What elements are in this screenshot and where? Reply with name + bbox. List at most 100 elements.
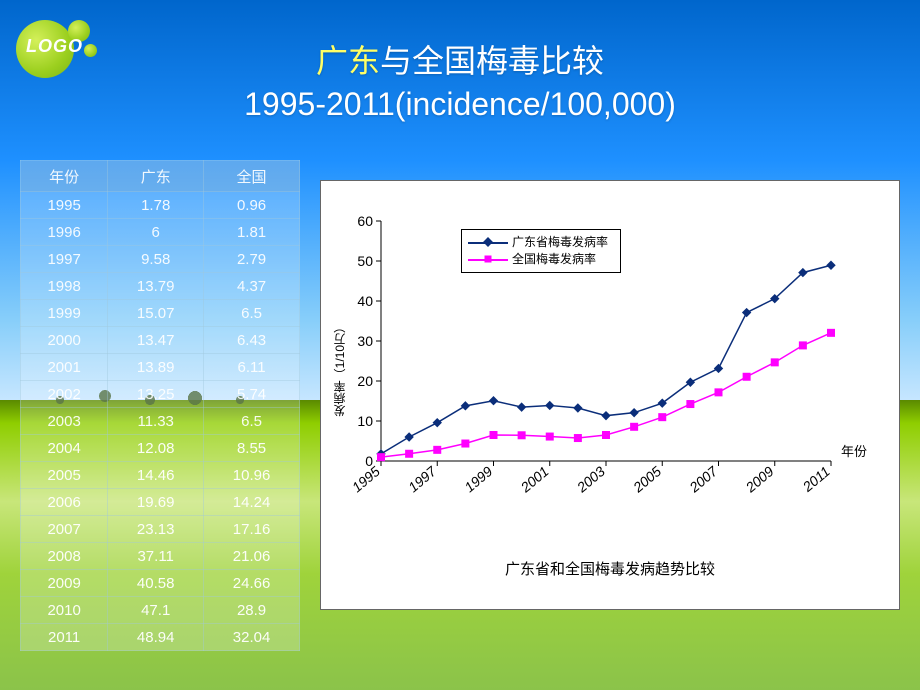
svg-text:60: 60: [357, 213, 373, 229]
svg-text:2003: 2003: [573, 463, 608, 496]
table-header: 年份: [21, 161, 108, 192]
table-row: 199813.794.37: [21, 273, 300, 300]
table-cell: 10.96: [204, 462, 300, 489]
table-header: 广东: [108, 161, 204, 192]
table-cell: 2010: [21, 597, 108, 624]
svg-text:2011: 2011: [799, 463, 833, 495]
table-cell: 40.58: [108, 570, 204, 597]
table-row: 200723.1317.16: [21, 516, 300, 543]
table-cell: 21.06: [204, 543, 300, 570]
table-cell: 6.5: [204, 300, 300, 327]
title-line2: 1995-2011(incidence/100,000): [244, 86, 676, 122]
svg-text:1997: 1997: [405, 462, 440, 495]
table-cell: 2011: [21, 624, 108, 651]
table-cell: 17.16: [204, 516, 300, 543]
table-cell: 1.81: [204, 219, 300, 246]
table-cell: 1998: [21, 273, 108, 300]
table-cell: 2001: [21, 354, 108, 381]
table-cell: 37.11: [108, 543, 204, 570]
svg-text:10: 10: [357, 413, 373, 429]
table-row: 200311.336.5: [21, 408, 300, 435]
table-row: 200619.6914.24: [21, 489, 300, 516]
table-row: 200113.896.11: [21, 354, 300, 381]
table-cell: 1995: [21, 192, 108, 219]
table-cell: 13.89: [108, 354, 204, 381]
table-row: 201047.128.9: [21, 597, 300, 624]
table-cell: 48.94: [108, 624, 204, 651]
table-row: 201148.9432.04: [21, 624, 300, 651]
table-row: 200412.088.55: [21, 435, 300, 462]
table-cell: 14.46: [108, 462, 204, 489]
table-row: 199915.076.5: [21, 300, 300, 327]
table-cell: 2000: [21, 327, 108, 354]
table-cell: 2009: [21, 570, 108, 597]
table-cell: 15.07: [108, 300, 204, 327]
table-row: 200013.476.43: [21, 327, 300, 354]
chart-legend: 广东省梅毒发病率 全国梅毒发病率: [461, 229, 621, 273]
svg-text:20: 20: [357, 373, 373, 389]
table-row: 200213.255.74: [21, 381, 300, 408]
chart-caption: 广东省和全国梅毒发病趋势比较: [331, 558, 889, 579]
table-cell: 1996: [21, 219, 108, 246]
table-cell: 28.9: [204, 597, 300, 624]
table-cell: 0.96: [204, 192, 300, 219]
table-cell: 2007: [21, 516, 108, 543]
svg-text:1999: 1999: [461, 463, 495, 495]
legend-label-national: 全国梅毒发病率: [512, 251, 596, 268]
table-cell: 47.1: [108, 597, 204, 624]
svg-text:2007: 2007: [686, 462, 722, 496]
svg-text:40: 40: [357, 293, 373, 309]
legend-swatch-national: [468, 254, 508, 264]
title-highlight: 广东: [316, 43, 380, 79]
table-cell: 1999: [21, 300, 108, 327]
table-cell: 24.66: [204, 570, 300, 597]
chart-panel: 发病率（1/10万） 年份 广东省梅毒发病率 全国梅毒发病率 010203040…: [320, 180, 900, 610]
svg-text:50: 50: [357, 253, 373, 269]
table-row: 200837.1121.06: [21, 543, 300, 570]
table-cell: 19.69: [108, 489, 204, 516]
legend-swatch-guangdong: [468, 237, 508, 247]
table-row: 200514.4610.96: [21, 462, 300, 489]
table-cell: 23.13: [108, 516, 204, 543]
table-cell: 14.24: [204, 489, 300, 516]
table-cell: 5.74: [204, 381, 300, 408]
table-cell: 2008: [21, 543, 108, 570]
table-cell: 2005: [21, 462, 108, 489]
table-cell: 2.79: [204, 246, 300, 273]
svg-text:30: 30: [357, 333, 373, 349]
slide-title: 广东与全国梅毒比较 1995-2011(incidence/100,000): [0, 40, 920, 126]
svg-text:2009: 2009: [742, 463, 777, 496]
table-cell: 12.08: [108, 435, 204, 462]
table-cell: 2004: [21, 435, 108, 462]
table-cell: 13.79: [108, 273, 204, 300]
table-cell: 6.43: [204, 327, 300, 354]
title-rest: 与全国梅毒比较: [380, 43, 604, 79]
table-cell: 1997: [21, 246, 108, 273]
table-cell: 2002: [21, 381, 108, 408]
table-row: 200940.5824.66: [21, 570, 300, 597]
table-cell: 11.33: [108, 408, 204, 435]
table-cell: 6.11: [204, 354, 300, 381]
table-row: 19951.780.96: [21, 192, 300, 219]
table-cell: 13.25: [108, 381, 204, 408]
table-cell: 6.5: [204, 408, 300, 435]
table-cell: 4.37: [204, 273, 300, 300]
table-header: 全国: [204, 161, 300, 192]
table-cell: 2006: [21, 489, 108, 516]
svg-text:2001: 2001: [517, 463, 552, 496]
svg-text:2005: 2005: [629, 463, 664, 496]
table-cell: 2003: [21, 408, 108, 435]
table-cell: 32.04: [204, 624, 300, 651]
legend-label-guangdong: 广东省梅毒发病率: [512, 234, 608, 251]
table-cell: 6: [108, 219, 204, 246]
table-cell: 13.47: [108, 327, 204, 354]
legend-row-national: 全国梅毒发病率: [468, 251, 614, 268]
table-row: 19979.582.79: [21, 246, 300, 273]
table-cell: 1.78: [108, 192, 204, 219]
data-table: 年份广东全国 19951.780.96199661.8119979.582.79…: [20, 160, 300, 651]
table-cell: 9.58: [108, 246, 204, 273]
svg-text:1995: 1995: [349, 463, 383, 495]
table-row: 199661.81: [21, 219, 300, 246]
table-cell: 8.55: [204, 435, 300, 462]
legend-row-guangdong: 广东省梅毒发病率: [468, 234, 614, 251]
